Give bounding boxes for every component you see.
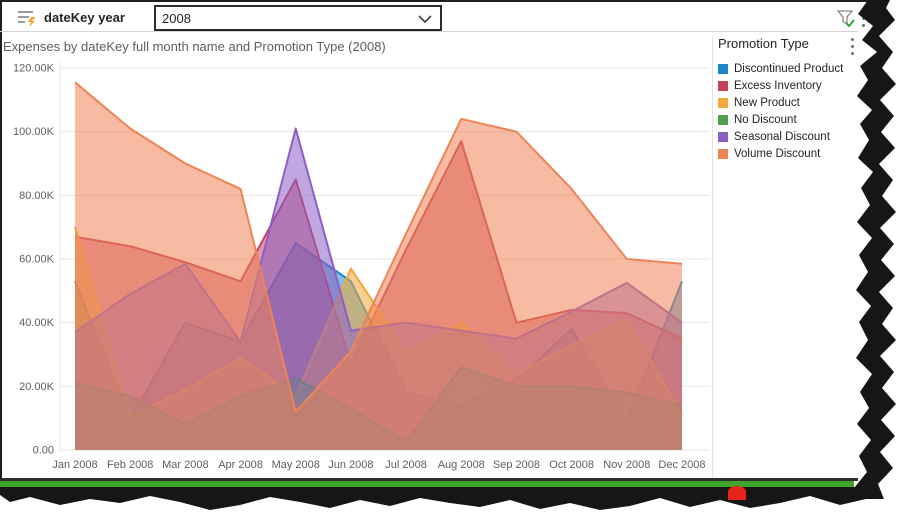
legend-item-label: Seasonal Discount: [734, 131, 830, 143]
x-axis-tick-label: Jul 2008: [385, 459, 427, 471]
year-dropdown-value: 2008: [162, 10, 191, 26]
bottom-green-line: [0, 481, 854, 487]
x-axis-tick-label: Sep 2008: [493, 459, 540, 471]
x-axis-tick-label: Nov 2008: [603, 459, 650, 471]
x-axis-tick-label: Jun 2008: [328, 459, 373, 471]
y-axis-tick-label: 40.00K: [19, 317, 55, 329]
x-axis-tick-label: Oct 2008: [549, 459, 594, 471]
y-axis-tick-label: 80.00K: [19, 190, 55, 202]
legend-item[interactable]: Volume Discount: [718, 148, 858, 160]
y-axis-tick-label: 120.00K: [13, 63, 55, 75]
chevron-down-icon: [418, 15, 432, 24]
legend-item-label: Discontinued Product: [734, 63, 844, 75]
year-dropdown[interactable]: 2008: [154, 5, 442, 31]
legend-item-label: No Discount: [734, 114, 797, 126]
legend-panel: Promotion Type Discontinued Product Exces…: [718, 36, 858, 165]
bottom-dark-line: [0, 478, 858, 481]
legend-item-label: Volume Discount: [734, 148, 821, 160]
legend-swatch: [718, 98, 728, 108]
legend-item[interactable]: Discontinued Product: [718, 63, 858, 75]
x-axis-tick-label: Dec 2008: [658, 459, 705, 471]
legend-swatch: [718, 115, 728, 125]
window-top-border: [0, 0, 872, 2]
window-left-border: [0, 0, 2, 481]
legend-more-options-icon[interactable]: [851, 38, 854, 55]
legend-separator: [712, 36, 713, 478]
legend-title: Promotion Type: [718, 36, 809, 51]
x-axis-tick-label: Feb 2008: [107, 459, 153, 471]
y-axis-tick-label: 0.00: [33, 445, 54, 457]
slicer-bar: dateKey year 2008: [2, 2, 865, 32]
slicer-label: dateKey year: [44, 10, 125, 25]
area-series-line: [74, 81, 683, 413]
legend-item[interactable]: No Discount: [718, 114, 858, 126]
legend-item-label: New Product: [734, 97, 800, 109]
legend-swatch: [718, 132, 728, 142]
legend-item[interactable]: Excess Inventory: [718, 80, 858, 92]
legend-swatch: [718, 81, 728, 91]
x-axis-tick-label: May 2008: [272, 459, 320, 471]
topbar-divider: [0, 31, 858, 32]
y-axis-tick-label: 60.00K: [19, 254, 55, 266]
legend-item[interactable]: New Product: [718, 97, 858, 109]
chart-title: Expenses by dateKey full month name and …: [3, 39, 386, 54]
legend-swatch: [718, 64, 728, 74]
area-series-volume-discount[interactable]: [75, 82, 682, 450]
legend-item[interactable]: Seasonal Discount: [718, 131, 858, 143]
x-axis-tick-label: Mar 2008: [162, 459, 208, 471]
slicer-icon: [18, 11, 36, 27]
x-axis-tick-label: Jan 2008: [52, 459, 97, 471]
x-axis-tick-label: Apr 2008: [218, 459, 263, 471]
filter-icon[interactable]: [836, 8, 856, 28]
legend-items: Discontinued Product Excess Inventory New …: [718, 63, 858, 160]
legend-swatch: [718, 149, 728, 159]
legend-item-label: Excess Inventory: [734, 80, 822, 92]
y-axis-tick-label: 100.00K: [13, 126, 55, 138]
y-axis-tick-label: 20.00K: [19, 381, 55, 393]
x-axis-tick-label: Aug 2008: [438, 459, 485, 471]
